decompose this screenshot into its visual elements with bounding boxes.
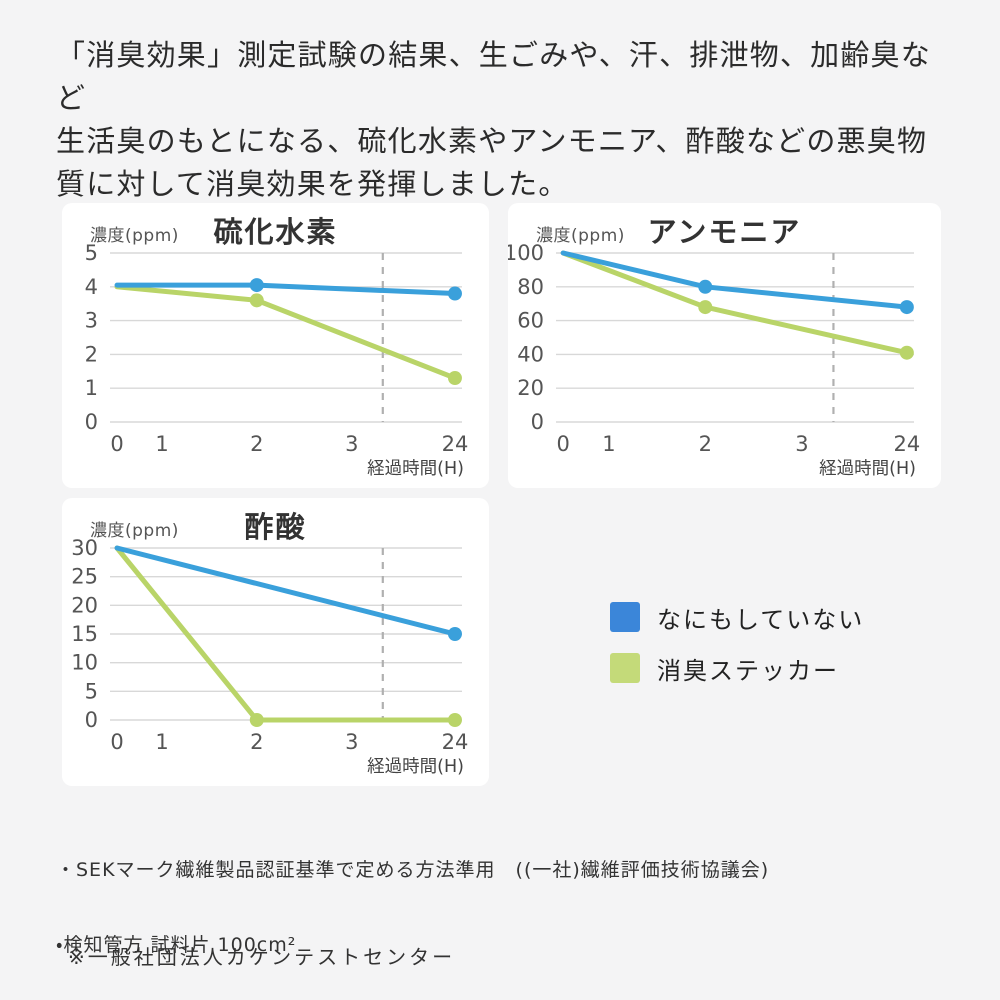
heading-line: 質に対して消臭効果を発揮しました。 [56, 167, 569, 201]
y-axis-label: 濃度(ppm) [90, 521, 179, 541]
svg-text:経過時間(H): 経過時間(H) [367, 459, 464, 479]
chart-title-hydrogen-sulfide: 硫化水素 [213, 215, 338, 249]
y-axis-label: 濃度(ppm) [90, 226, 179, 246]
y-axis-label: 濃度(ppm) [536, 226, 625, 246]
svg-text:24: 24 [442, 432, 469, 456]
test-agency-note: ※一般社団法人カケンテストセンター [68, 945, 456, 969]
svg-text:80: 80 [517, 275, 544, 299]
legend-swatch-green [610, 653, 640, 683]
page-title: 「消臭効果」測定試験の結果、生ごみや、汗、排泄物、加齢臭など 生活臭のもとになる… [56, 34, 956, 206]
svg-text:0: 0 [85, 410, 98, 434]
svg-text:0: 0 [110, 730, 123, 754]
svg-text:0: 0 [110, 432, 123, 456]
svg-text:2: 2 [699, 432, 712, 456]
svg-text:1: 1 [155, 730, 168, 754]
svg-text:24: 24 [442, 730, 469, 754]
svg-text:1: 1 [602, 432, 615, 456]
svg-text:3: 3 [345, 730, 358, 754]
svg-text:20: 20 [517, 376, 544, 400]
line-chart-acetic-acid: 0 5 10 15 20 25 30 0 1 2 3 24 経過時間(H) [71, 536, 469, 777]
chart-card-ammonia: 濃度(ppm) アンモニア 0 20 40 60 80 100 0 1 2 3 24 経過時間(H) [508, 203, 941, 488]
footnote-line: ・検知管方 試料片 100cm² [56, 934, 297, 956]
legend-label-deodorant-sticker: 消臭ステッカー [657, 656, 839, 685]
svg-text:100: 100 [508, 241, 544, 265]
legend-swatch-blue [610, 602, 640, 632]
chart-card-hydrogen-sulfide: 濃度(ppm) 硫化水素 0 1 2 3 4 5 0 1 2 3 24 経過時間(H) [62, 203, 489, 488]
svg-text:0: 0 [85, 708, 98, 732]
legend-label-untreated: なにもしていない [657, 605, 865, 634]
svg-text:1: 1 [85, 376, 98, 400]
svg-text:1: 1 [155, 432, 168, 456]
svg-text:経過時間(H): 経過時間(H) [367, 757, 464, 777]
svg-text:30: 30 [71, 536, 98, 560]
legend-item-deodorant-sticker: 消臭ステッカー [610, 652, 864, 685]
line-chart-hydrogen-sulfide: 0 1 2 3 4 5 0 1 2 3 24 経過時間(H) [85, 241, 469, 479]
chart-title-ammonia: アンモニア [647, 215, 802, 249]
svg-text:24: 24 [893, 432, 920, 456]
svg-text:0: 0 [531, 410, 544, 434]
svg-text:3: 3 [795, 432, 808, 456]
footnote-line: ・SEKマーク繊維製品認証基準で定める方法準用 ((一社)繊維評価技術協議会) [56, 859, 770, 881]
svg-text:5: 5 [85, 241, 98, 265]
svg-text:15: 15 [71, 622, 98, 646]
svg-text:3: 3 [345, 432, 358, 456]
svg-text:10: 10 [71, 651, 98, 675]
svg-text:5: 5 [85, 679, 98, 703]
svg-text:25: 25 [71, 565, 98, 589]
svg-text:60: 60 [517, 309, 544, 333]
chart-title-acetic-acid: 酢酸 [244, 510, 307, 544]
svg-text:3: 3 [85, 309, 98, 333]
line-chart-ammonia: 0 20 40 60 80 100 0 1 2 3 24 経過時間(H) [508, 241, 920, 479]
svg-text:経過時間(H): 経過時間(H) [819, 459, 916, 479]
svg-text:2: 2 [250, 730, 263, 754]
svg-text:40: 40 [517, 342, 544, 366]
chart-legend: なにもしていない 消臭ステッカー [610, 601, 864, 703]
footnotes: ・SEKマーク繊維製品認証基準で定める方法準用 ((一社)繊維評価技術協議会) … [56, 808, 859, 1000]
svg-text:2: 2 [85, 342, 98, 366]
legend-item-untreated: なにもしていない [610, 601, 865, 634]
heading-line: 生活臭のもとになる、硫化水素やアンモニア、酢酸などの悪臭物 [56, 124, 928, 158]
heading-line: 「消臭効果」測定試験の結果、生ごみや、汗、排泄物、加齢臭など [56, 38, 931, 115]
svg-text:4: 4 [85, 275, 98, 299]
chart-card-acetic-acid: 濃度(ppm) 酢酸 0 5 10 15 20 25 30 0 1 2 3 24 経過時間(H) [62, 498, 489, 786]
svg-text:20: 20 [71, 593, 98, 617]
svg-text:0: 0 [556, 432, 569, 456]
svg-text:2: 2 [250, 432, 263, 456]
